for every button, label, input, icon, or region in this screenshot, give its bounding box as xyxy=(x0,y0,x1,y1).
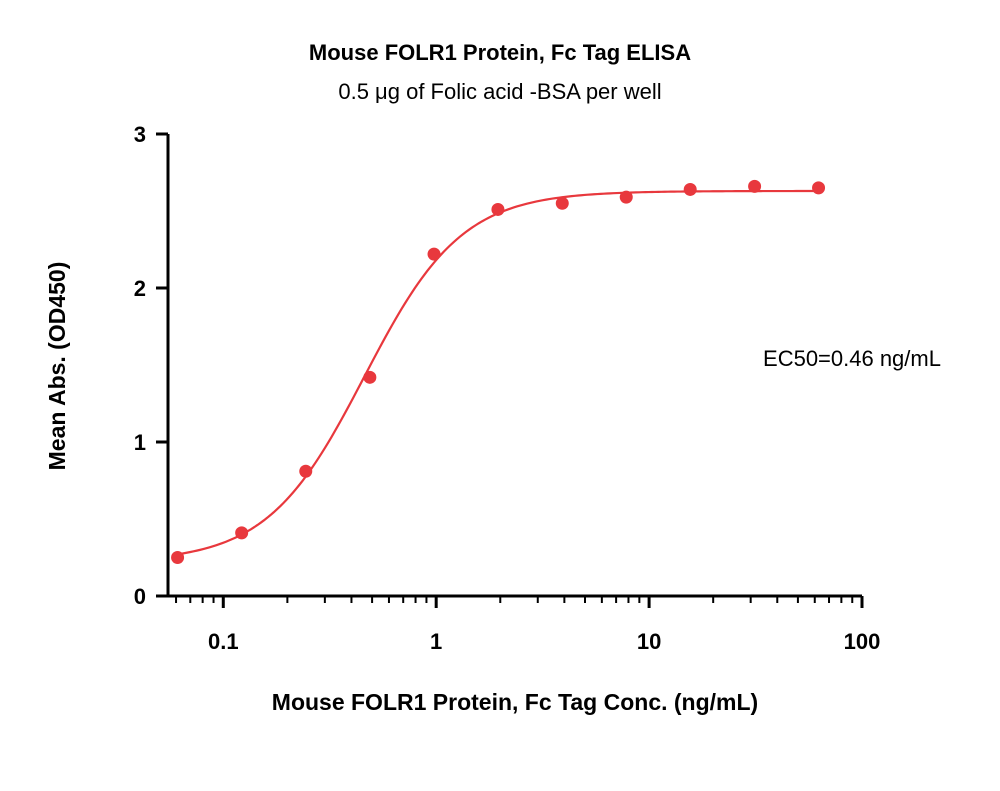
x-axis-ticks: 0.1 1 10 100 xyxy=(208,596,880,654)
data-point-6 xyxy=(555,196,569,210)
data-point-2 xyxy=(299,464,313,478)
x-tick-label-1: 1 xyxy=(430,629,442,654)
data-point-4 xyxy=(427,247,441,261)
y-tick-label-0: 0 xyxy=(134,584,146,609)
y-tick-label-2: 2 xyxy=(134,276,146,301)
data-point-10 xyxy=(812,181,826,195)
chart-title: Mouse FOLR1 Protein, Fc Tag ELISA xyxy=(309,40,691,65)
data-point-7 xyxy=(619,190,633,204)
y-axis-label: Mean Abs. (OD450) xyxy=(44,262,70,471)
x-axis-minor-ticks xyxy=(175,596,854,603)
y-tick-label-1: 1 xyxy=(134,430,146,455)
data-point-9 xyxy=(748,179,762,193)
fit-curve xyxy=(177,189,819,556)
ec50-annotation: EC50=0.46 ng/mL xyxy=(763,346,941,371)
x-tick-label-0: 0.1 xyxy=(208,629,239,654)
y-tick-label-3: 3 xyxy=(134,122,146,147)
plot-area xyxy=(171,179,826,564)
x-tick-label-2: 10 xyxy=(637,629,661,654)
data-point-5 xyxy=(491,202,505,216)
y-axis-ticks: 0 1 2 3 xyxy=(134,122,168,609)
x-tick-label-3: 100 xyxy=(844,629,881,654)
data-points xyxy=(171,179,826,564)
chart-subtitle: 0.5 μg of Folic acid -BSA per well xyxy=(338,79,661,104)
data-point-3 xyxy=(363,370,377,384)
data-point-1 xyxy=(235,526,249,540)
data-point-0 xyxy=(171,551,185,564)
x-axis-label: Mouse FOLR1 Protein, Fc Tag Conc. (ng/mL… xyxy=(272,689,758,715)
data-point-8 xyxy=(683,182,697,196)
